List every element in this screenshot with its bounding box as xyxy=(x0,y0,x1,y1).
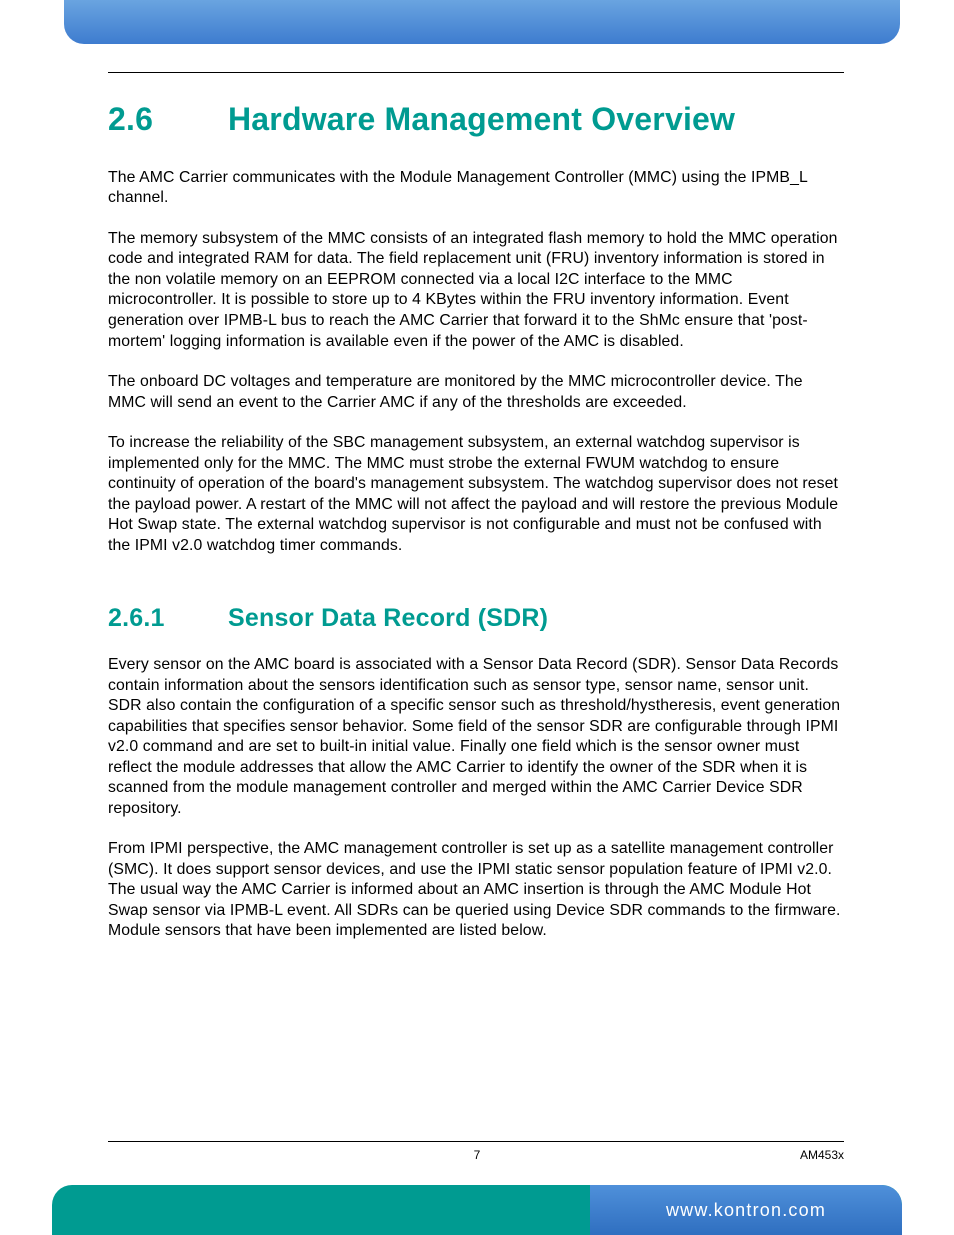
section-divider xyxy=(108,72,844,73)
footer-url-container: www.kontron.com xyxy=(590,1185,902,1235)
footer-divider xyxy=(108,1141,844,1142)
subsection-heading: 2.6.1Sensor Data Record (SDR) xyxy=(108,604,844,633)
document-id: AM453x xyxy=(800,1148,844,1162)
subsection-paragraph: Every sensor on the AMC board is associa… xyxy=(108,655,844,819)
section-paragraph: The onboard DC voltages and temperature … xyxy=(108,372,844,413)
page-content: 2.6Hardware Management Overview The AMC … xyxy=(108,72,844,962)
section-number: 2.6 xyxy=(108,101,228,138)
section-paragraph: The AMC Carrier communicates with the Mo… xyxy=(108,168,844,209)
subsection-paragraph: From IPMI perspective, the AMC managemen… xyxy=(108,839,844,942)
section-heading: 2.6Hardware Management Overview xyxy=(108,101,844,138)
subsection-number: 2.6.1 xyxy=(108,604,228,633)
subsection-title: Sensor Data Record (SDR) xyxy=(228,604,548,632)
header-tab xyxy=(64,0,900,44)
section-paragraph: To increase the reliability of the SBC m… xyxy=(108,433,844,556)
section-title: Hardware Management Overview xyxy=(228,101,735,137)
section-paragraph: The memory subsystem of the MMC consists… xyxy=(108,229,844,352)
footer-band: www.kontron.com xyxy=(52,1185,902,1235)
footer-url: www.kontron.com xyxy=(666,1200,826,1221)
